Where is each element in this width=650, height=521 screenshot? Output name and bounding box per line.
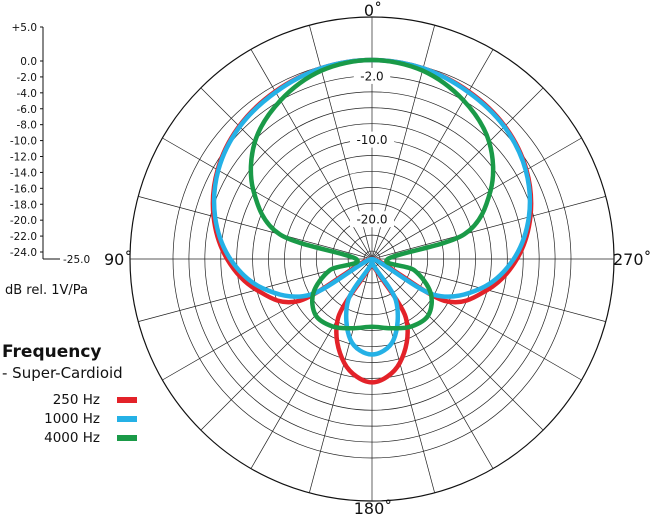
scale-label: -4.0: [17, 88, 38, 100]
legend-subtitle: - Super-Cardioid: [2, 364, 123, 382]
grid-spoke: [162, 137, 373, 260]
legend: Frequency - Super-Cardioid 250 Hz 1000 H…: [0, 342, 160, 449]
legend-item: 1000 Hz: [0, 411, 160, 430]
ring-label-bg: [353, 67, 391, 84]
series-line-1000-hz: [211, 57, 533, 357]
legend-item: 4000 Hz: [0, 430, 160, 449]
grid-spoke: [371, 137, 582, 260]
units-label: dB rel. 1V/Pa: [5, 283, 89, 298]
series-line-4000-hz: [248, 57, 496, 331]
angle-label-top: 0˚: [364, 1, 382, 20]
scale-label: -12.0: [10, 152, 37, 164]
scale-label: -18.0: [10, 199, 37, 211]
scale-label: -6.0: [17, 104, 38, 116]
grid-spoke: [200, 87, 373, 260]
grid-spoke: [371, 258, 544, 431]
angle-label-right: 270˚: [613, 250, 650, 269]
legend-item-label: 1000 Hz: [44, 411, 100, 427]
legend-title: Frequency: [2, 342, 102, 362]
scale-label: +5.0: [12, 22, 38, 34]
scale-label: -22.0: [10, 231, 37, 243]
legend-swatch: [117, 397, 137, 403]
polar-grid: [129, 16, 615, 502]
legend-item-label: 250 Hz: [52, 392, 100, 408]
grid-spoke: [371, 196, 606, 260]
scale-label: -20.0: [10, 215, 37, 227]
ring-label: -2.0: [360, 69, 383, 83]
ring-label-bg: [350, 211, 394, 228]
grid-spoke: [200, 258, 373, 431]
ring-labels: -2.0 -10.0 -20.0: [350, 67, 394, 228]
angle-label-left: 90˚: [104, 250, 132, 269]
grid-spoke: [371, 258, 435, 493]
db-scale: +5.0 0.0 -2.0 -4.0 -6.0 -8.0 -10.0 -12.0 -14.0 -1…: [10, 22, 90, 266]
polar-curves: [210, 57, 534, 385]
legend-swatch: [117, 435, 137, 441]
scale-label: -25.0: [63, 254, 90, 266]
legend-item: 250 Hz: [0, 392, 160, 411]
scale-label: -8.0: [17, 120, 38, 132]
ring-label: -10.0: [356, 133, 387, 147]
angle-label-bottom: 180˚: [354, 499, 393, 518]
scale-label: -14.0: [10, 167, 37, 179]
scale-label: -24.0: [10, 247, 37, 259]
scale-label: -16.0: [10, 183, 37, 195]
ring-label-bg: [350, 131, 394, 148]
scale-label: -10.0: [10, 136, 37, 148]
grid-spoke: [309, 258, 373, 493]
legend-swatch: [117, 416, 137, 422]
scale-label: 0.0: [20, 56, 37, 68]
grid-spoke: [371, 87, 544, 260]
grid-spoke: [138, 196, 373, 260]
ring-label: -20.0: [356, 213, 387, 227]
legend-item-label: 4000 Hz: [44, 430, 100, 446]
scale-label: -2.0: [17, 72, 38, 84]
